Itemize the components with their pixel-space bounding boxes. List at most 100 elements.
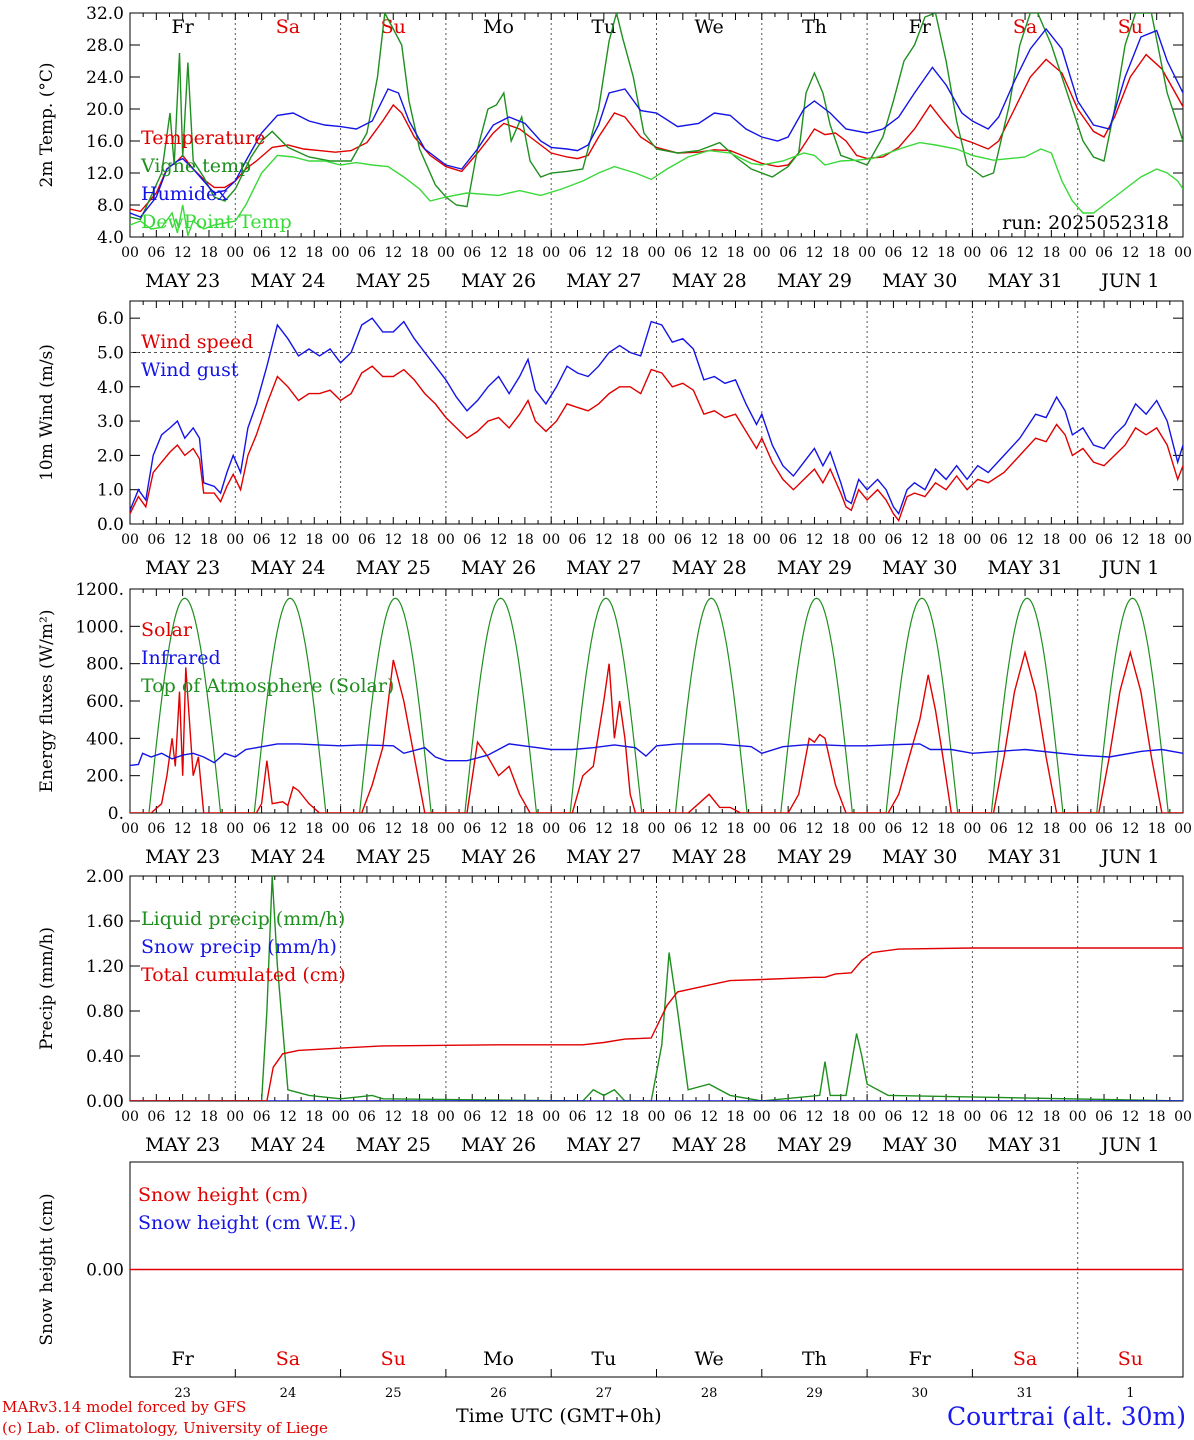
y-tick-label: 2.0 bbox=[97, 446, 124, 466]
hour-label: 18 bbox=[1042, 1109, 1060, 1125]
date-label: MAY 23 bbox=[145, 1134, 220, 1156]
y-tick-label: 1.20 bbox=[86, 957, 124, 977]
series-line-toa-solar bbox=[130, 597, 1183, 813]
date-label: JUN 1 bbox=[1099, 557, 1159, 579]
energy-y-axis-label: Energy fluxes (W/m²) bbox=[37, 610, 57, 793]
hour-label: 18 bbox=[1042, 821, 1060, 837]
hour-label: 12 bbox=[490, 1109, 508, 1125]
hour-label: 06 bbox=[147, 245, 165, 261]
hour-label: 06 bbox=[885, 245, 903, 261]
y-tick-label: 16.0 bbox=[86, 132, 124, 152]
y-tick-label: 800. bbox=[86, 655, 124, 675]
hour-label: 18 bbox=[937, 821, 955, 837]
day-label: Mo bbox=[483, 16, 514, 38]
hour-label: 00 bbox=[1174, 1109, 1192, 1125]
hour-label: 18 bbox=[516, 245, 534, 261]
legend-entry: Total cumulated (cm) bbox=[141, 964, 346, 986]
run-annotation: run: 2025052318 bbox=[1002, 212, 1169, 234]
hour-label: 06 bbox=[674, 821, 692, 837]
y-tick-label: 1200. bbox=[75, 580, 124, 600]
hour-label: 12 bbox=[1016, 532, 1034, 548]
hour-label: 06 bbox=[358, 532, 376, 548]
hour-label: 00 bbox=[226, 245, 244, 261]
hour-label: 00 bbox=[963, 821, 981, 837]
y-tick-label: 0. bbox=[108, 804, 124, 824]
day-number-label: 30 bbox=[911, 1386, 928, 1401]
series-line-total-cumulated-cm bbox=[130, 947, 1183, 1101]
hour-label: 12 bbox=[384, 245, 402, 261]
hour-label: 12 bbox=[1121, 245, 1139, 261]
day-label: We bbox=[695, 1348, 724, 1370]
hour-label: 18 bbox=[832, 1109, 850, 1125]
hour-label: 00 bbox=[753, 821, 771, 837]
hour-label: 06 bbox=[358, 245, 376, 261]
hour-label: 18 bbox=[1148, 821, 1166, 837]
hour-label: 00 bbox=[753, 532, 771, 548]
hour-label: 18 bbox=[1148, 245, 1166, 261]
legend-entry: Temperature bbox=[141, 127, 265, 149]
date-label: JUN 1 bbox=[1099, 270, 1159, 292]
legend-entry: Snow height (cm W.E.) bbox=[138, 1212, 356, 1234]
day-label: Su bbox=[1118, 1348, 1143, 1370]
hour-label: 12 bbox=[279, 821, 297, 837]
date-label: MAY 25 bbox=[356, 270, 431, 292]
hour-label: 12 bbox=[1121, 532, 1139, 548]
legend-entry: Top of Atmosphere (Solar) bbox=[141, 675, 394, 697]
hour-label: 00 bbox=[437, 245, 455, 261]
day-label: Fr bbox=[172, 1348, 195, 1370]
y-tick-label: 200. bbox=[86, 767, 124, 787]
hour-label: 00 bbox=[542, 821, 560, 837]
hour-label: 18 bbox=[937, 532, 955, 548]
day-number-label: 24 bbox=[280, 1386, 297, 1401]
date-label: MAY 26 bbox=[461, 1134, 536, 1156]
hour-label: 06 bbox=[990, 1109, 1008, 1125]
hour-label: 12 bbox=[911, 821, 929, 837]
date-label: MAY 26 bbox=[461, 557, 536, 579]
hour-label: 06 bbox=[463, 821, 481, 837]
hour-label: 00 bbox=[858, 245, 876, 261]
y-tick-label: 0.00 bbox=[86, 1092, 124, 1112]
date-label: MAY 30 bbox=[882, 557, 957, 579]
hour-label: 18 bbox=[937, 245, 955, 261]
hour-label: 00 bbox=[332, 1109, 350, 1125]
hour-label: 18 bbox=[621, 245, 639, 261]
hour-label: 12 bbox=[279, 1109, 297, 1125]
hour-label: 12 bbox=[174, 821, 192, 837]
hour-label: 06 bbox=[674, 532, 692, 548]
date-label: MAY 28 bbox=[672, 557, 747, 579]
date-label: MAY 25 bbox=[356, 846, 431, 868]
y-tick-label: 1000. bbox=[75, 617, 124, 637]
y-tick-label: 4.0 bbox=[97, 228, 124, 248]
hour-label: 12 bbox=[279, 245, 297, 261]
hour-label: 12 bbox=[174, 1109, 192, 1125]
hour-label: 00 bbox=[226, 1109, 244, 1125]
hour-label: 00 bbox=[753, 245, 771, 261]
date-label: MAY 29 bbox=[777, 1134, 852, 1156]
hour-label: 12 bbox=[911, 245, 929, 261]
hour-label: 00 bbox=[753, 1109, 771, 1125]
y-tick-label: 1.0 bbox=[97, 481, 124, 501]
day-label: Th bbox=[802, 16, 827, 38]
hour-label: 18 bbox=[832, 532, 850, 548]
hour-label: 18 bbox=[1148, 1109, 1166, 1125]
hour-label: 18 bbox=[727, 532, 745, 548]
y-tick-label: 2.00 bbox=[86, 867, 124, 887]
day-number-label: 25 bbox=[385, 1386, 402, 1401]
hour-label: 18 bbox=[411, 1109, 429, 1125]
y-tick-label: 28.0 bbox=[86, 36, 124, 56]
hour-label: 12 bbox=[700, 821, 718, 837]
y-tick-label: 8.0 bbox=[97, 196, 124, 216]
y-tick-label: 0.00 bbox=[86, 1261, 124, 1281]
hour-label: 06 bbox=[674, 245, 692, 261]
series-line-wind-gust bbox=[130, 317, 1183, 516]
hour-label: 06 bbox=[1095, 1109, 1113, 1125]
time-axis-label: Time UTC (GMT+0h) bbox=[456, 1405, 662, 1427]
date-label: MAY 27 bbox=[566, 270, 641, 292]
hour-label: 18 bbox=[516, 532, 534, 548]
date-label: MAY 24 bbox=[250, 557, 325, 579]
hour-label: 12 bbox=[806, 532, 824, 548]
hour-label: 12 bbox=[1016, 821, 1034, 837]
hour-label: 18 bbox=[1042, 245, 1060, 261]
legend-entry: Snow height (cm) bbox=[138, 1184, 308, 1206]
hour-label: 12 bbox=[595, 1109, 613, 1125]
